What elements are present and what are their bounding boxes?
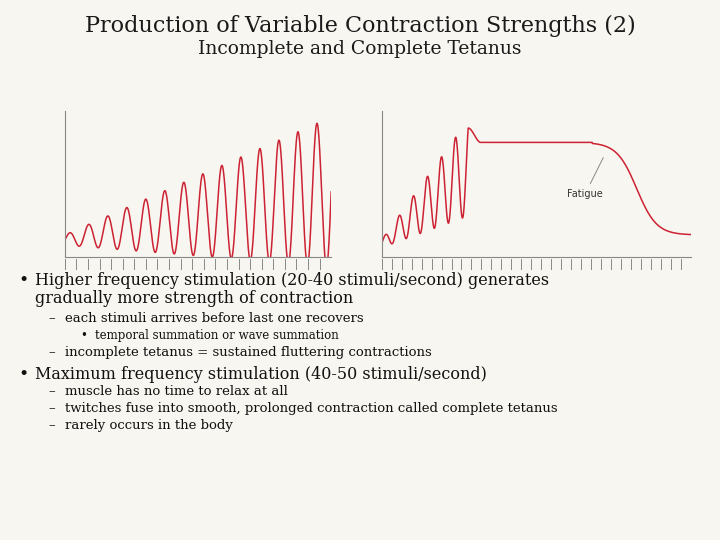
Text: rarely occurs in the body: rarely occurs in the body [65,419,233,432]
Text: •: • [18,366,28,383]
Text: Fatigue: Fatigue [567,158,603,199]
Text: –: – [48,346,55,359]
Text: incomplete tetanus = sustained fluttering contractions: incomplete tetanus = sustained flutterin… [65,346,432,359]
Text: –: – [48,312,55,325]
Text: –: – [48,385,55,398]
Text: –: – [48,419,55,432]
Text: temporal summation or wave summation: temporal summation or wave summation [95,329,338,342]
Text: Incomplete and Complete Tetanus: Incomplete and Complete Tetanus [198,40,522,58]
Text: –: – [48,402,55,415]
Text: Higher frequency stimulation (20-40 stimuli/second) generates: Higher frequency stimulation (20-40 stim… [35,272,549,289]
Text: muscle has no time to relax at all: muscle has no time to relax at all [65,385,288,398]
Text: Production of Variable Contraction Strengths (2): Production of Variable Contraction Stren… [85,15,635,37]
Text: Maximum frequency stimulation (40-50 stimuli/second): Maximum frequency stimulation (40-50 sti… [35,366,487,383]
Text: gradually more strength of contraction: gradually more strength of contraction [35,290,354,307]
Text: each stimuli arrives before last one recovers: each stimuli arrives before last one rec… [65,312,364,325]
Text: •: • [80,329,87,342]
Text: twitches fuse into smooth, prolonged contraction called complete tetanus: twitches fuse into smooth, prolonged con… [65,402,557,415]
Text: •: • [18,272,28,289]
